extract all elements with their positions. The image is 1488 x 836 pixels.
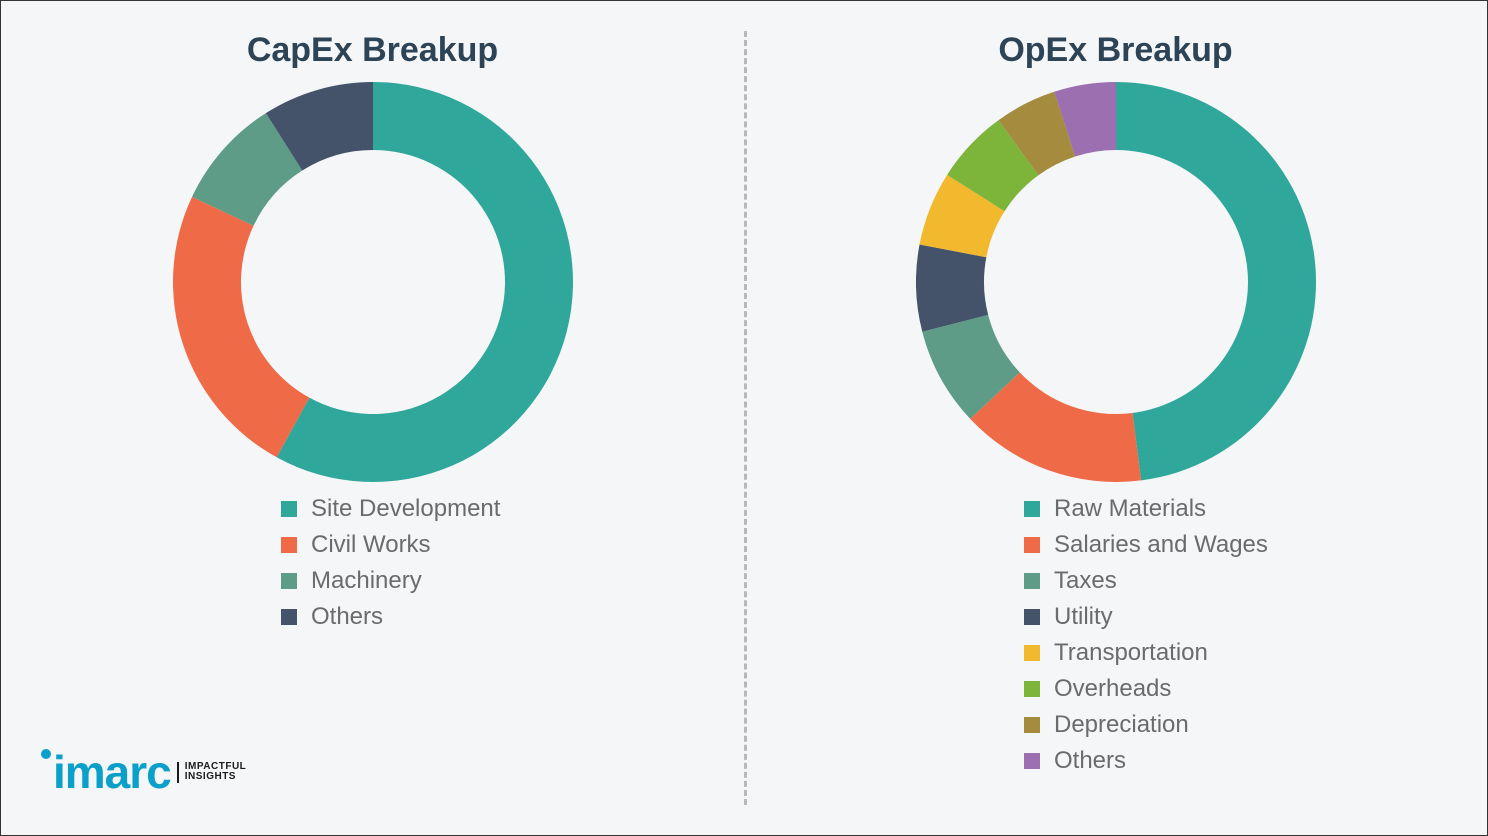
legend-label: Site Development (311, 494, 500, 524)
legend-item: Transportation (1024, 638, 1268, 668)
opex-chart (916, 82, 1316, 482)
legend-item: Civil Works (281, 530, 500, 560)
legend-label: Taxes (1054, 566, 1117, 596)
brand-dot-icon (41, 749, 51, 759)
legend-label: Transportation (1054, 638, 1208, 668)
brand-tagline: IMPACTFUL INSIGHTS (177, 762, 247, 783)
legend-label: Others (1054, 746, 1126, 776)
legend-label: Civil Works (311, 530, 431, 560)
legend-label: Depreciation (1054, 710, 1189, 740)
legend-swatch (281, 537, 297, 553)
opex-title: OpEx Breakup (998, 31, 1232, 70)
legend-swatch (1024, 717, 1040, 733)
brand-logo: imarc IMPACTFUL INSIGHTS (41, 749, 246, 795)
legend-swatch (281, 573, 297, 589)
legend-swatch (1024, 645, 1040, 661)
opex-legend: Raw Materials Salaries and Wages Taxes Util… (1024, 488, 1268, 782)
capex-title: CapEx Breakup (247, 31, 498, 70)
legend-item: Raw Materials (1024, 494, 1268, 524)
legend-label: Others (311, 602, 383, 632)
legend-item: Taxes (1024, 566, 1268, 596)
legend-item: Overheads (1024, 674, 1268, 704)
panel-divider (744, 31, 747, 805)
opex-donut-svg (916, 82, 1316, 482)
legend-label: Overheads (1054, 674, 1171, 704)
donut-slice (173, 197, 309, 457)
brand-tagline-line2: INSIGHTS (185, 771, 236, 782)
legend-item: Depreciation (1024, 710, 1268, 740)
legend-item: Site Development (281, 494, 500, 524)
capex-chart (173, 82, 573, 482)
capex-legend: Site Development Civil Works Machinery Othe… (281, 488, 500, 638)
legend-swatch (1024, 573, 1040, 589)
legend-swatch (1024, 753, 1040, 769)
legend-label: Salaries and Wages (1054, 530, 1268, 560)
legend-swatch (1024, 681, 1040, 697)
legend-swatch (1024, 537, 1040, 553)
brand-name: imarc (41, 749, 171, 795)
opex-panel: OpEx Breakup Raw Materials Salaries and W… (744, 1, 1487, 835)
legend-item: Utility (1024, 602, 1268, 632)
legend-swatch (281, 609, 297, 625)
legend-label: Raw Materials (1054, 494, 1206, 524)
legend-swatch (1024, 609, 1040, 625)
legend-item: Machinery (281, 566, 500, 596)
legend-swatch (281, 501, 297, 517)
capex-panel: CapEx Breakup Site Development Civil Work… (1, 1, 744, 835)
legend-label: Utility (1054, 602, 1113, 632)
legend-item: Others (281, 602, 500, 632)
donut-slice (1116, 82, 1316, 480)
legend-swatch (1024, 501, 1040, 517)
panels-container: CapEx Breakup Site Development Civil Work… (1, 1, 1487, 835)
brand-tagline-line1: IMPACTFUL (185, 761, 247, 772)
legend-item: Salaries and Wages (1024, 530, 1268, 560)
capex-donut-svg (173, 82, 573, 482)
legend-label: Machinery (311, 566, 422, 596)
brand-name-text: imarc (53, 746, 171, 798)
legend-item: Others (1024, 746, 1268, 776)
